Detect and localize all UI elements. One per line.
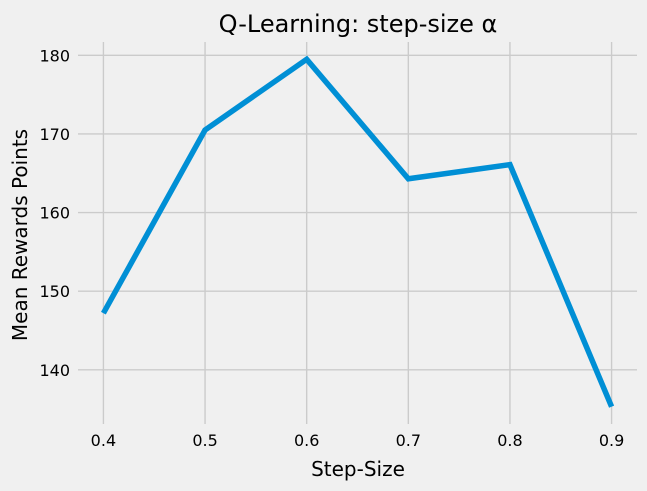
y-tick-label: 170	[39, 125, 70, 144]
series-line	[101, 55, 615, 408]
y-axis-label: Mean Rewards Points	[8, 129, 32, 341]
x-grid	[102, 42, 613, 424]
x-tick-label: 0.4	[91, 431, 116, 450]
x-tick-label: 0.5	[192, 431, 217, 450]
x-axis-label: Step-Size	[311, 457, 405, 481]
y-grid	[78, 54, 637, 371]
y-tick-labels: 140 150 160 170 180	[39, 46, 70, 379]
y-tick-label: 180	[39, 46, 70, 65]
x-tick-label: 0.6	[294, 431, 319, 450]
x-tick-label: 0.7	[396, 431, 421, 450]
series-layer	[101, 55, 615, 408]
y-tick-label: 160	[39, 204, 70, 223]
y-tick-label: 150	[39, 282, 70, 301]
x-tick-labels: 0.4 0.5 0.6 0.7 0.8 0.9	[91, 431, 625, 450]
x-tick-label: 0.9	[599, 431, 624, 450]
chart-title: Q-Learning: step-size α	[219, 10, 498, 38]
x-tick-label: 0.8	[497, 431, 522, 450]
y-tick-label: 140	[39, 361, 70, 380]
